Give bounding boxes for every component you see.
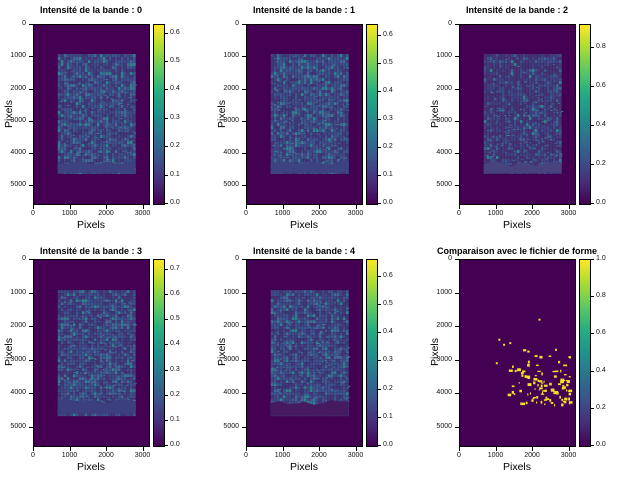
y-axis-label: Pixels — [429, 99, 441, 128]
subplot-title: Comparaison avec le fichier de forme — [436, 246, 598, 256]
x-axis-label: Pixels — [289, 219, 319, 231]
heatmap-canvas — [34, 260, 149, 446]
heatmap-canvas — [247, 260, 362, 446]
x-axis-label: Pixels — [502, 219, 532, 231]
subplot-title: Intensité de la bande : 1 — [252, 5, 356, 15]
subplot-title: Intensité de la bande : 2 — [465, 5, 569, 15]
y-axis-label: Pixels — [3, 99, 15, 128]
colorbar — [153, 24, 165, 205]
subplot-band-1: Intensité de la bande : 1 Pixels Pixels … — [213, 0, 426, 243]
heatmap-plot — [246, 259, 363, 447]
heatmap-plot — [459, 24, 576, 205]
subplot-title: Intensité de la bande : 3 — [39, 246, 143, 256]
colorbar — [153, 259, 165, 447]
subplot-band-4: Intensité de la bande : 4 Pixels Pixels … — [213, 243, 426, 486]
subplot-band-0: Intensité de la bande : 0 Pixels Pixels … — [0, 0, 213, 243]
subplot-comparison: Comparaison avec le fichier de forme Pix… — [426, 243, 639, 486]
heatmap-canvas — [34, 25, 149, 204]
heatmap-canvas — [247, 25, 362, 204]
colorbar — [579, 24, 591, 205]
x-axis-label: Pixels — [76, 219, 106, 231]
x-axis-label: Pixels — [289, 461, 319, 473]
heatmap-plot — [459, 259, 576, 447]
colorbar — [366, 24, 378, 205]
y-axis-label: Pixels — [429, 337, 441, 367]
subplot-title: Intensité de la bande : 4 — [252, 246, 356, 256]
y-axis-label: Pixels — [216, 99, 228, 128]
subplot-band-2: Intensité de la bande : 2 Pixels Pixels … — [426, 0, 639, 243]
x-axis-label: Pixels — [502, 461, 532, 473]
heatmap-plot — [33, 259, 150, 447]
subplot-band-3: Intensité de la bande : 3 Pixels Pixels … — [0, 243, 213, 486]
colorbar — [579, 259, 591, 447]
heatmap-plot — [246, 24, 363, 205]
colorbar — [366, 259, 378, 447]
heatmap-canvas — [460, 25, 575, 204]
heatmap-plot — [33, 24, 150, 205]
y-axis-label: Pixels — [216, 337, 228, 367]
heatmap-canvas — [460, 260, 575, 446]
x-axis-label: Pixels — [76, 461, 106, 473]
subplot-title: Intensité de la bande : 0 — [39, 5, 143, 15]
y-axis-label: Pixels — [3, 337, 15, 367]
